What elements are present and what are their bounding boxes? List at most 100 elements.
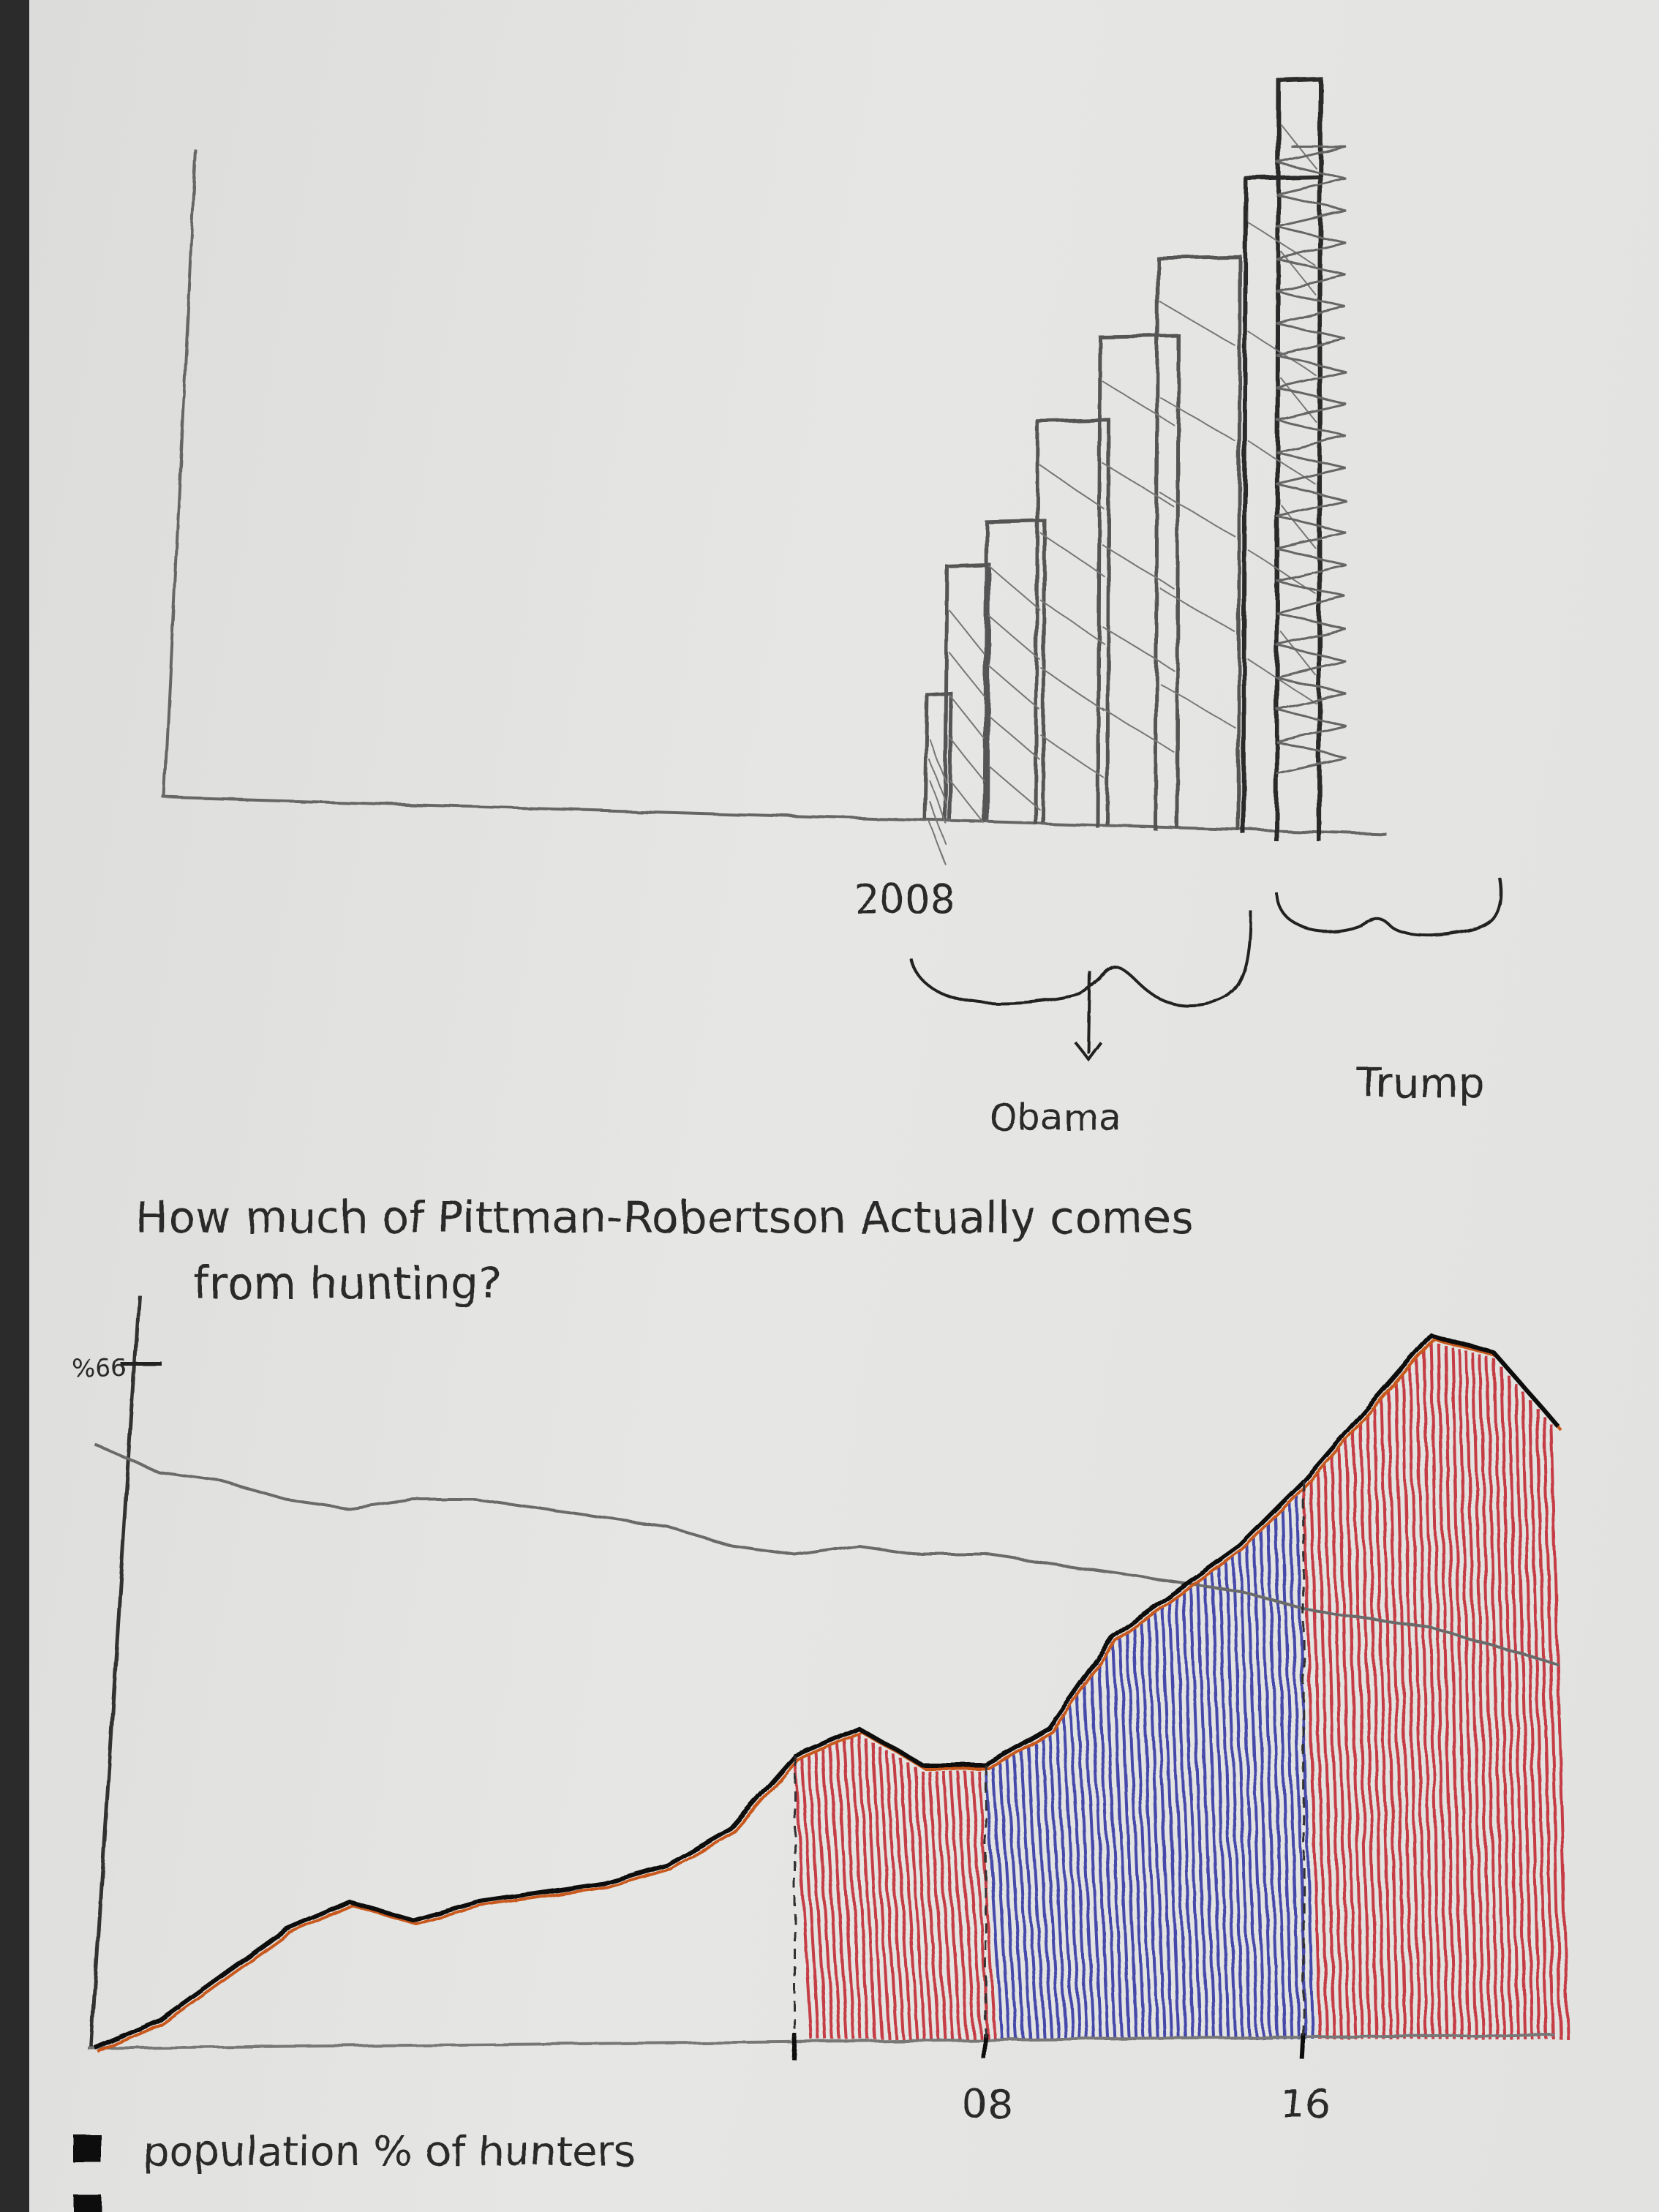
- bar-hatch-line: [949, 652, 985, 697]
- bar-chart: [162, 76, 1387, 866]
- shading-stroke: [1457, 1349, 1478, 2040]
- shading-stroke: [1118, 1637, 1138, 2040]
- bar: [1274, 76, 1323, 842]
- bar: [943, 563, 991, 821]
- shading-stroke: [1238, 1551, 1259, 2040]
- shading-stroke: [1422, 1349, 1442, 2040]
- bar-group: [923, 76, 1323, 842]
- shading-stroke: [1429, 1340, 1449, 2040]
- bar-hatch-line: [1247, 658, 1317, 704]
- period-dividers: [794, 1481, 1305, 2037]
- shading-stroke: [899, 1758, 919, 2040]
- bar-hatch-line: [1102, 380, 1175, 426]
- bar-hatch-line: [949, 779, 985, 824]
- shading-stroke: [1090, 1673, 1110, 2040]
- shading-stroke: [1040, 1737, 1061, 2040]
- chart-title-line-2: from hunting?: [194, 1258, 502, 1309]
- bar-hatch-line: [1159, 492, 1236, 538]
- shading-stroke: [1295, 1494, 1315, 2040]
- shading-stroke: [920, 1770, 941, 2040]
- shading-stroke: [1302, 1486, 1323, 2040]
- shading-stroke: [1393, 1381, 1414, 2040]
- bar-hatch-line: [1039, 532, 1105, 578]
- shading-stroke: [1380, 1397, 1400, 2040]
- shading-stroke: [963, 1770, 983, 2040]
- x-tick-label: 08: [962, 2081, 1012, 2127]
- bar-hatch-line: [988, 565, 1041, 611]
- bar-annotation-obama: Obama: [989, 1096, 1121, 1139]
- shading-stroke: [1493, 1358, 1513, 2040]
- x-tick-label: 16: [1280, 2081, 1331, 2127]
- shading-stroke: [892, 1754, 912, 2040]
- shading-stroke: [1083, 1682, 1103, 2040]
- obama-arrow-line: [1087, 971, 1091, 1054]
- shading-stroke: [864, 1737, 884, 2040]
- bar-hatch-line: [929, 821, 947, 866]
- shading-stroke: [1500, 1367, 1520, 2040]
- shading-stroke: [1287, 1501, 1308, 2040]
- shading-stroke: [1323, 1462, 1343, 2040]
- bar-hatch-line: [1280, 631, 1317, 676]
- shading-stroke: [843, 1739, 862, 2040]
- shading-stroke: [1231, 1556, 1252, 2040]
- legend-swatch-hunters: [73, 2134, 101, 2162]
- shading-stroke: [1535, 1407, 1555, 2040]
- bar-hatch-line: [949, 737, 985, 782]
- bar: [1096, 334, 1181, 829]
- shading-stroke: [1217, 1566, 1238, 2040]
- bar-hatch-line: [929, 759, 947, 805]
- shading-stroke: [1104, 1652, 1124, 2040]
- bar-hatch-line: [988, 715, 1041, 761]
- shading-stroke: [998, 1762, 1018, 2040]
- shading-stroke: [1351, 1430, 1372, 2040]
- legend-label-hunters: population % of hunters: [143, 2128, 636, 2175]
- obama-arrow-head: [1074, 1041, 1102, 1062]
- shading-stroke: [870, 1742, 891, 2040]
- bar-hatch-line: [929, 739, 947, 783]
- bar-annotation-2008: 2008: [854, 876, 955, 922]
- shading-stroke: [885, 1750, 905, 2040]
- shading-stroke: [1472, 1353, 1491, 2040]
- revenue-line-orange: [97, 1336, 1562, 2053]
- shading-stroke: [828, 1746, 849, 2040]
- shading-stroke: [1514, 1383, 1534, 2040]
- area-chart: %66 08 16: [72, 1294, 1570, 2127]
- bar-hatch-line: [1159, 587, 1236, 633]
- bar-scribble: [1276, 145, 1347, 775]
- bar-hatch-line: [1039, 464, 1105, 511]
- shading-stroke: [1401, 1373, 1421, 2040]
- shading-stroke: [1026, 1746, 1047, 2040]
- bar-hatch-line: [1102, 543, 1175, 590]
- bar: [923, 691, 953, 820]
- shading-stroke: [1330, 1454, 1350, 2040]
- bar-annotations: 2008 Obama Trump: [854, 876, 1502, 1139]
- trump-brace: [1275, 877, 1502, 937]
- shading-stroke: [814, 1752, 835, 2040]
- bar-hatch-line: [1159, 301, 1236, 347]
- shading-stroke: [1167, 1601, 1188, 2040]
- shading-stroke: [1415, 1357, 1435, 2040]
- shading-stroke: [1203, 1576, 1223, 2040]
- shading-stroke: [1436, 1342, 1456, 2040]
- shading-stroke: [1507, 1375, 1527, 2040]
- shading-stroke: [1266, 1522, 1287, 2040]
- area-shading: [793, 1340, 1570, 2040]
- shading-stroke: [1189, 1587, 1209, 2040]
- area-chart-y-axis: [89, 1294, 141, 2049]
- shading-stroke: [800, 1758, 821, 2040]
- hunters-percent-line: [94, 1443, 1559, 1666]
- x-tick: [982, 2033, 988, 2060]
- shading-stroke: [1260, 1530, 1280, 2040]
- shading-stroke: [878, 1746, 898, 2040]
- shading-stroke: [1542, 1415, 1562, 2040]
- shading-stroke: [1366, 1413, 1385, 2040]
- x-tick: [791, 2033, 797, 2060]
- shading-stroke: [793, 1761, 813, 2040]
- bar: [1154, 255, 1242, 832]
- shading-stroke: [835, 1742, 856, 2040]
- shading-stroke: [1132, 1627, 1153, 2040]
- shading-stroke: [913, 1766, 933, 2040]
- shading-stroke: [1387, 1389, 1407, 2040]
- y-tick-label-66: %66: [72, 1354, 127, 1383]
- shading-stroke: [1245, 1543, 1265, 2040]
